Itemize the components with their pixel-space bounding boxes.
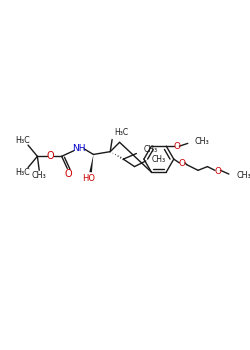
Text: CH₃: CH₃ (32, 172, 46, 181)
Text: HO: HO (82, 174, 95, 183)
Text: O: O (173, 142, 180, 150)
Text: O: O (47, 151, 54, 161)
Text: H₃C: H₃C (114, 128, 128, 138)
Polygon shape (89, 154, 94, 173)
Text: O: O (179, 159, 186, 168)
Text: H₃C: H₃C (15, 168, 30, 177)
Text: CH₃: CH₃ (144, 145, 158, 154)
Text: NH: NH (72, 144, 85, 153)
Text: H₃C: H₃C (15, 136, 30, 145)
Text: CH₃: CH₃ (151, 155, 166, 163)
Text: O: O (214, 167, 221, 176)
Text: CH₃: CH₃ (194, 137, 209, 146)
Text: CH₃: CH₃ (236, 172, 250, 181)
Text: O: O (64, 169, 72, 179)
